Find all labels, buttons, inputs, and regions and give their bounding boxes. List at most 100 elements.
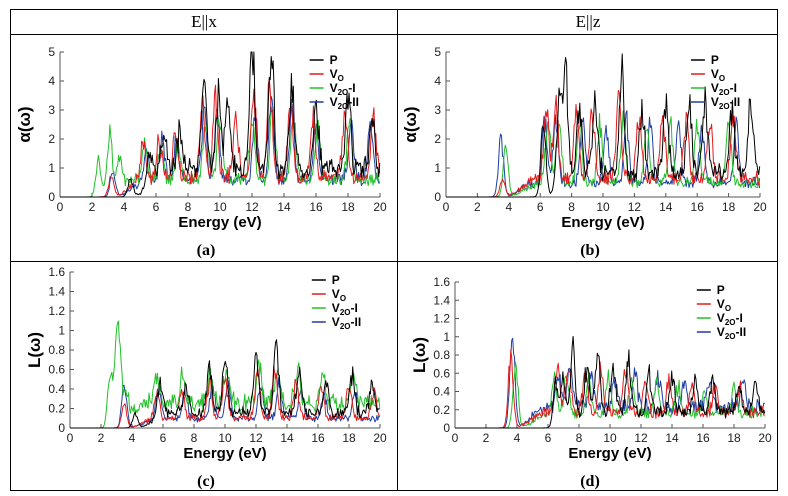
y-tick-label: 0	[58, 421, 65, 435]
y-tick-label: 4	[48, 74, 55, 88]
x-tick-label: 8	[576, 431, 583, 445]
y-tick-label: 1	[434, 161, 441, 175]
y-tick-label: 1.6	[433, 275, 450, 289]
x-tick-label: 4	[129, 431, 136, 445]
y-tick-label: 0.8	[433, 348, 450, 362]
x-tick-label: 20	[758, 431, 772, 445]
x-tick-label: 10	[603, 431, 617, 445]
x-tick-label: 14	[280, 431, 294, 445]
legend-entry: P	[332, 273, 340, 287]
x-tick-label: 8	[568, 200, 575, 214]
x-axis-label: Energy (eV)	[568, 445, 651, 462]
x-tick-label: 18	[727, 431, 741, 445]
y-tick-label: 1	[443, 330, 450, 344]
y-axis-label: α(ω)	[401, 106, 420, 142]
x-tick-label: 14	[277, 200, 291, 214]
legend-entry: V2O-II	[332, 315, 361, 331]
x-tick-label: 10	[596, 200, 610, 214]
y-tick-label: 0.6	[48, 363, 65, 377]
y-tick-label: 0	[48, 190, 55, 204]
x-tick-label: 0	[443, 200, 450, 214]
y-tick-label: 0.8	[48, 343, 65, 357]
caption-d: (d)	[580, 473, 600, 490]
x-tick-label: 6	[545, 431, 552, 445]
x-tick-label: 14	[659, 200, 673, 214]
x-tick-label: 10	[213, 200, 227, 214]
series-v2o-i	[70, 320, 381, 429]
y-tick-label: 0.4	[433, 385, 450, 399]
x-tick-label: 2	[89, 200, 96, 214]
series-vo	[70, 365, 381, 429]
x-tick-label: 12	[628, 200, 642, 214]
x-tick-label: 2	[483, 431, 490, 445]
x-axis-label: Energy (eV)	[561, 214, 644, 231]
x-tick-label: 18	[341, 200, 355, 214]
y-tick-label: 0.6	[433, 366, 450, 380]
y-tick-label: 1	[58, 324, 65, 338]
series-v2o-ii	[70, 376, 381, 429]
y-tick-label: 1.6	[48, 265, 65, 279]
x-tick-label: 20	[753, 200, 767, 214]
x-tick-label: 8	[191, 431, 198, 445]
legend-entry: V2O-I	[330, 81, 356, 97]
y-tick-label: 0.2	[48, 402, 65, 416]
y-tick-label: 3	[434, 103, 441, 117]
y-axis-label: α(ω)	[15, 106, 34, 142]
y-tick-label: 1.2	[433, 312, 450, 326]
x-tick-label: 4	[505, 200, 512, 214]
y-axis-label: L(ω)	[25, 332, 44, 368]
x-tick-label: 6	[153, 200, 160, 214]
x-tick-label: 4	[514, 431, 521, 445]
x-tick-label: 0	[452, 431, 459, 445]
chart-c: 0 2 4 6 8 10 12 14 16 18 20 0 0.2 0.4 0.6 0.8 1 1.2 1.4 1.6…	[25, 265, 387, 462]
table-border	[10, 9, 778, 491]
series-v2o-ii	[455, 337, 765, 429]
series-v2o-i	[446, 110, 761, 198]
x-tick-label: 16	[696, 431, 710, 445]
table-grid	[10, 9, 778, 491]
x-tick-label: 14	[665, 431, 679, 445]
y-tick-label: 0	[434, 190, 441, 204]
legend-entry: V2O-I	[711, 81, 737, 97]
x-axis-label: Energy (eV)	[183, 445, 266, 462]
y-tick-label: 4	[434, 74, 441, 88]
caption-a: (a)	[197, 242, 216, 259]
x-tick-label: 10	[218, 431, 232, 445]
y-tick-label: 1	[48, 161, 55, 175]
legend-entry: P	[330, 53, 338, 67]
y-tick-label: 2	[48, 132, 55, 146]
x-tick-label: 4	[121, 200, 128, 214]
series-v2o-i	[455, 361, 766, 429]
y-tick-label: 1.4	[48, 285, 65, 299]
y-tick-label: 5	[434, 45, 441, 59]
x-tick-label: 18	[342, 431, 356, 445]
y-axis-label: L(ω)	[410, 337, 429, 373]
y-tick-label: 5	[48, 45, 55, 59]
x-tick-label: 16	[309, 200, 323, 214]
series-p	[446, 53, 761, 198]
caption-c: (c)	[197, 473, 215, 490]
series-p	[70, 339, 381, 429]
series-p	[455, 335, 766, 429]
x-tick-label: 0	[67, 431, 74, 445]
x-tick-label: 18	[722, 200, 736, 214]
legend-entry: V2O-I	[332, 301, 358, 317]
series-p	[60, 51, 381, 198]
y-tick-label: 0.4	[48, 382, 65, 396]
x-tick-label: 20	[373, 431, 387, 445]
x-tick-label: 0	[57, 200, 64, 214]
x-tick-label: 12	[245, 200, 259, 214]
legend-entry: P	[717, 283, 725, 297]
legend-entry: V2O-I	[717, 311, 743, 327]
y-tick-label: 2	[434, 132, 441, 146]
x-tick-label: 6	[537, 200, 544, 214]
header-ex: E||x	[191, 12, 217, 31]
